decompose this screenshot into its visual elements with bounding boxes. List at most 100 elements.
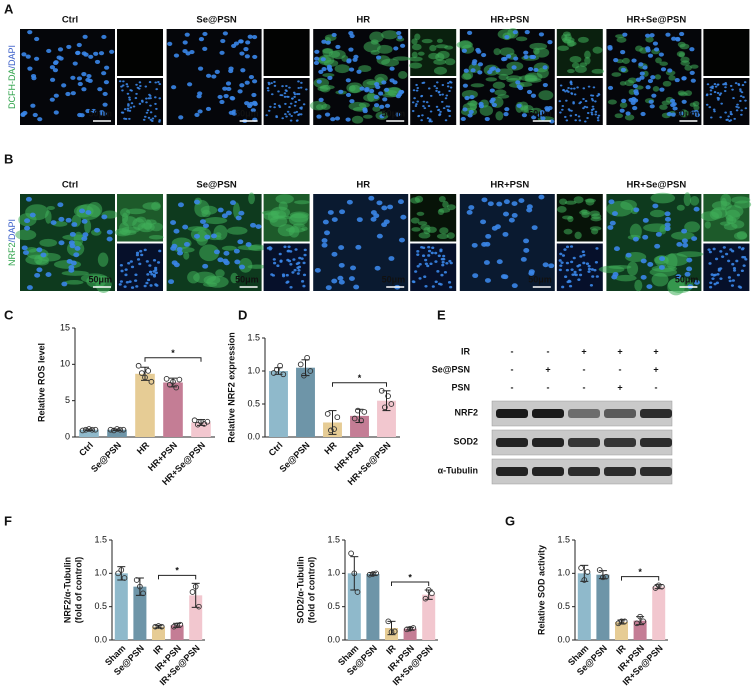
nucleus — [331, 32, 337, 37]
nucleus — [154, 283, 158, 286]
cell-body — [711, 207, 728, 219]
nucleus — [101, 214, 108, 220]
cell-body — [372, 105, 381, 112]
nucleus — [285, 273, 289, 277]
nucleus — [740, 269, 744, 273]
nucleus — [292, 258, 296, 261]
nucleus — [705, 93, 709, 96]
nucleus — [475, 47, 481, 53]
nucleus — [622, 32, 628, 37]
nucleus — [286, 95, 289, 98]
micrograph — [313, 194, 409, 291]
nucleus — [81, 51, 87, 56]
nucleus — [93, 51, 99, 56]
y-axis-label: Relative ROS level — [36, 343, 46, 422]
nucleus — [288, 113, 292, 116]
nucleus — [468, 109, 474, 115]
data-point — [142, 374, 148, 381]
nucleus — [182, 40, 188, 45]
data-point — [640, 618, 647, 625]
cell-body — [620, 199, 637, 211]
blot-band — [496, 438, 528, 447]
nucleus — [722, 83, 725, 86]
nucleus — [625, 111, 631, 116]
scale-bar-label: 50μm — [235, 274, 259, 284]
nucleus — [559, 264, 563, 267]
nucleus — [564, 90, 567, 93]
blot-band — [532, 409, 564, 418]
nucleus — [303, 248, 307, 252]
significance-bracket — [391, 581, 430, 586]
cell-body — [495, 111, 504, 121]
nucleus — [338, 262, 345, 268]
cell-body — [45, 210, 52, 224]
nucleus — [305, 88, 308, 91]
scale-bar-label: 50μm — [382, 274, 406, 284]
condition-mark: - — [511, 364, 514, 374]
condition-mark: + — [653, 346, 658, 356]
nucleus — [523, 238, 530, 244]
data-point — [618, 618, 625, 625]
nucleus — [707, 248, 711, 251]
nucleus — [439, 248, 443, 252]
nucleus — [65, 91, 71, 97]
nucleus — [220, 38, 226, 44]
nucleus — [359, 86, 365, 91]
nucleus — [587, 85, 591, 88]
micrograph — [703, 243, 750, 291]
nucleus — [288, 106, 291, 109]
nucleus — [130, 102, 134, 105]
cell-body — [334, 64, 350, 74]
nucleus — [252, 54, 258, 60]
nucleus — [741, 255, 745, 259]
nucleus — [587, 264, 591, 268]
micrograph — [556, 194, 603, 242]
nucleus — [590, 113, 594, 116]
nucleus — [578, 119, 582, 122]
y-tick-label: 1.5 — [557, 534, 570, 544]
nucleus — [437, 91, 441, 94]
data-point — [388, 629, 395, 635]
nucleus — [717, 98, 720, 101]
nucleus — [714, 85, 718, 88]
nucleus — [462, 107, 468, 112]
nucleus — [708, 106, 712, 109]
nucleus — [337, 275, 344, 281]
bar — [652, 586, 666, 640]
nucleus — [735, 259, 739, 263]
band-label: α-Tubulin — [438, 465, 478, 475]
nucleus — [267, 109, 271, 112]
nucleus — [719, 92, 723, 95]
nucleus — [713, 110, 716, 113]
nucleus — [65, 217, 72, 223]
nucleus — [57, 47, 64, 52]
cell-body — [678, 52, 685, 58]
data-point — [391, 628, 398, 635]
nucleus — [97, 87, 103, 92]
significance-label: * — [358, 373, 362, 383]
nucleus — [729, 110, 733, 114]
nucleus — [297, 265, 302, 269]
nucleus — [729, 119, 733, 122]
nucleus — [239, 264, 246, 270]
data-point — [331, 426, 337, 432]
nucleus — [148, 81, 152, 84]
nucleus — [279, 260, 283, 263]
nucleus — [154, 102, 157, 105]
nucleus — [293, 95, 296, 98]
nucleus — [66, 44, 72, 49]
image-bg — [313, 194, 409, 291]
nucleus — [370, 216, 377, 222]
bar — [422, 594, 436, 640]
nucleus — [654, 243, 661, 249]
data-point — [378, 387, 385, 394]
nucleus — [511, 213, 518, 218]
nucleus — [199, 219, 206, 224]
nucleus — [489, 88, 495, 93]
nucleus — [496, 201, 503, 207]
nucleus — [484, 278, 491, 283]
nucleus — [416, 250, 420, 253]
nucleus — [324, 112, 331, 117]
nucleus — [103, 80, 110, 85]
cell-body — [411, 51, 418, 59]
